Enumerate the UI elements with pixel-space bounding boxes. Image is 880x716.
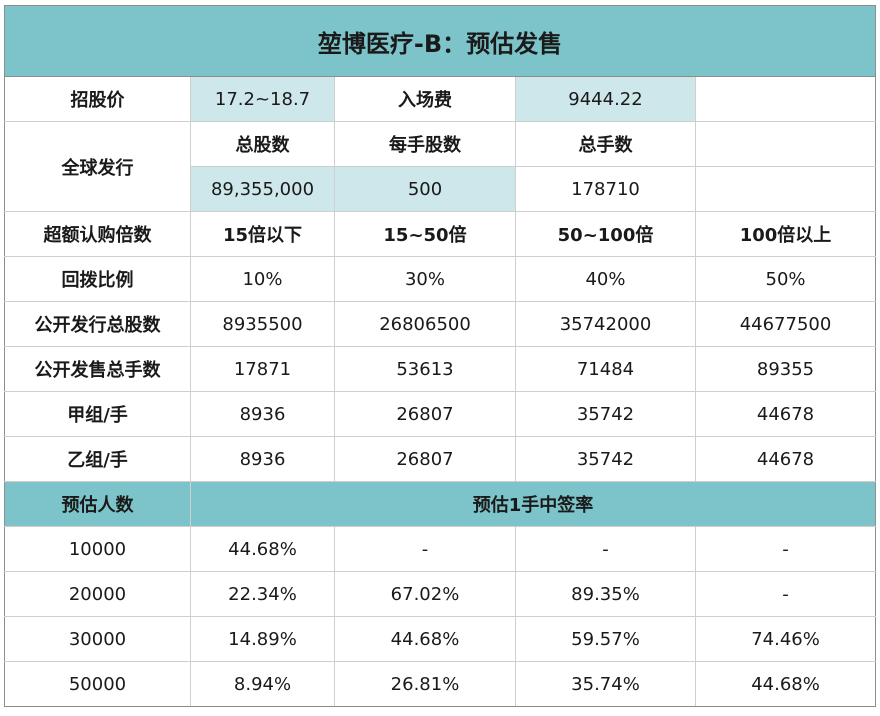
rate-value: - <box>694 526 877 572</box>
cell-value: 35742 <box>515 436 696 482</box>
cell-value: 26807 <box>334 436 516 482</box>
row-label: 公开发售总手数 <box>4 346 191 392</box>
tier-header: 100倍以上 <box>694 211 877 257</box>
cell-value: 44678 <box>694 436 877 482</box>
entry-fee-value: 9444.22 <box>515 76 696 122</box>
cell-value: 8936 <box>190 436 335 482</box>
price-label: 招股价 <box>4 76 191 122</box>
rate-value: 8.94% <box>190 661 335 707</box>
rate-value: - <box>694 571 877 617</box>
cell-value: 35742 <box>515 391 696 437</box>
row-label: 甲组/手 <box>4 391 191 437</box>
ipo-estimate-table: 堃博医疗-B：预估发售 招股价 17.2~18.7 入场费 9444.22 全球… <box>3 5 877 707</box>
rate-value: 89.35% <box>515 571 696 617</box>
empty-cell <box>694 121 877 167</box>
row-label: 回拨比例 <box>4 256 191 302</box>
rate-value: - <box>515 526 696 572</box>
rate-value: 22.34% <box>190 571 335 617</box>
cell-value: 89355 <box>694 346 877 392</box>
tier-header: 15倍以下 <box>190 211 335 257</box>
cell-value: 26807 <box>334 391 516 437</box>
subscription-multiple-label: 超额认购倍数 <box>4 211 191 257</box>
cell-value: 50% <box>694 256 877 302</box>
people-count: 50000 <box>4 661 191 707</box>
estimated-people-header: 预估人数 <box>4 481 191 527</box>
row-label: 公开发行总股数 <box>4 301 191 347</box>
rate-value: 44.68% <box>694 661 877 707</box>
cell-value: 8935500 <box>190 301 335 347</box>
people-count: 30000 <box>4 616 191 662</box>
price-value: 17.2~18.7 <box>190 76 335 122</box>
rate-value: 35.74% <box>515 661 696 707</box>
cell-value: 71484 <box>515 346 696 392</box>
cell-value: 35742000 <box>515 301 696 347</box>
rate-value: 44.68% <box>190 526 335 572</box>
estimated-rate-header: 预估1手中签率 <box>189 481 877 527</box>
rate-value: 74.46% <box>694 616 877 662</box>
shares-per-lot-value: 500 <box>334 166 516 212</box>
people-count: 10000 <box>4 526 191 572</box>
total-shares-label: 总股数 <box>190 121 335 167</box>
empty-cell <box>694 76 877 122</box>
cell-value: 17871 <box>190 346 335 392</box>
rate-value: 26.81% <box>334 661 516 707</box>
cell-value: 44677500 <box>694 301 877 347</box>
row-label: 乙组/手 <box>4 436 191 482</box>
tier-header: 15~50倍 <box>334 211 516 257</box>
cell-value: 26806500 <box>334 301 516 347</box>
entry-fee-label: 入场费 <box>334 76 516 122</box>
empty-cell <box>694 166 877 212</box>
rate-value: 67.02% <box>334 571 516 617</box>
cell-value: 44678 <box>694 391 877 437</box>
cell-value: 8936 <box>190 391 335 437</box>
rate-value: 14.89% <box>190 616 335 662</box>
tier-header: 50~100倍 <box>515 211 696 257</box>
total-lots-label: 总手数 <box>515 121 696 167</box>
rate-value: - <box>334 526 516 572</box>
cell-value: 53613 <box>334 346 516 392</box>
global-offering-label: 全球发行 <box>4 121 191 212</box>
cell-value: 10% <box>190 256 335 302</box>
table-title: 堃博医疗-B：预估发售 <box>3 5 877 77</box>
shares-per-lot-label: 每手股数 <box>334 121 516 167</box>
people-count: 20000 <box>4 571 191 617</box>
total-shares-value: 89,355,000 <box>190 166 335 212</box>
total-lots-value: 178710 <box>515 166 696 212</box>
rate-value: 59.57% <box>515 616 696 662</box>
rate-value: 44.68% <box>334 616 516 662</box>
cell-value: 40% <box>515 256 696 302</box>
cell-value: 30% <box>334 256 516 302</box>
